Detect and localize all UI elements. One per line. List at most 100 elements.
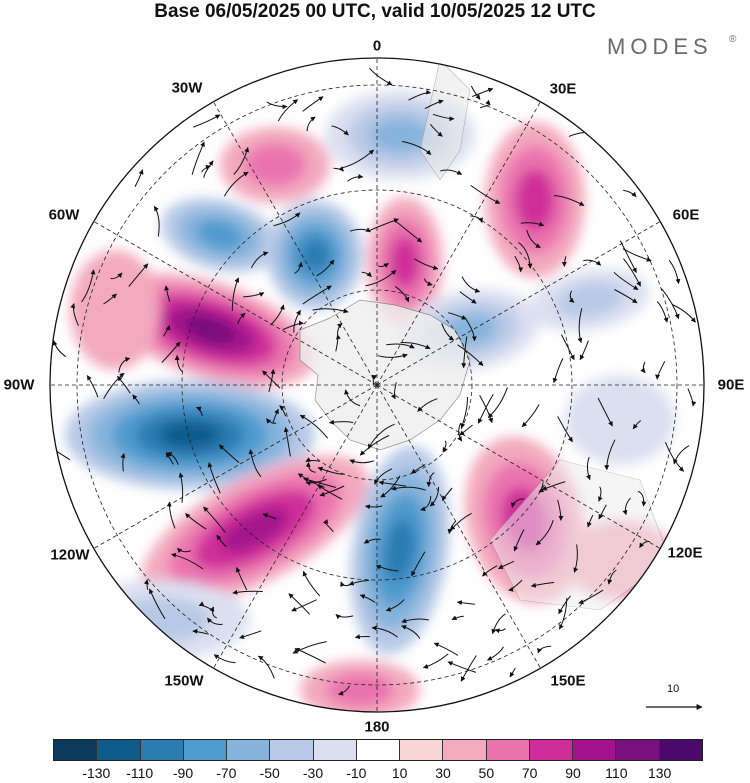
streamline-arrow bbox=[442, 440, 448, 453]
streamline-arrow bbox=[266, 418, 277, 424]
streamline-arrow bbox=[305, 457, 320, 462]
colorbar-tick-label: 90 bbox=[565, 765, 581, 781]
anomaly-cell bbox=[220, 127, 330, 203]
streamline-arrow bbox=[178, 472, 184, 503]
lon-label-120e: 120E bbox=[667, 544, 703, 562]
streamline-arrow bbox=[402, 140, 432, 155]
streamline-arrow bbox=[456, 600, 475, 606]
streamline-arrow bbox=[664, 442, 684, 472]
streamline-arrow bbox=[333, 166, 344, 172]
streamline-arrow bbox=[541, 481, 566, 491]
streamline-arrow bbox=[262, 370, 281, 389]
streamline-arrow bbox=[375, 564, 399, 572]
streamline-arrow bbox=[161, 341, 181, 363]
streamline-arrow bbox=[460, 396, 468, 429]
streamline-arrow bbox=[196, 406, 203, 416]
streamline-arrow bbox=[470, 184, 501, 204]
anomaly-cell bbox=[485, 122, 585, 278]
streamline-arrow bbox=[655, 361, 666, 380]
streamline-arrow bbox=[294, 261, 303, 274]
streamline-arrow bbox=[424, 99, 444, 110]
streamline-arrow bbox=[461, 336, 468, 369]
streamline-arrow bbox=[518, 241, 533, 269]
colorbar-tick-label: -70 bbox=[216, 765, 237, 781]
streamline-arrow bbox=[451, 615, 464, 621]
meridian-line bbox=[376, 384, 661, 549]
streamline-arrow bbox=[291, 599, 317, 612]
streamline-arrow bbox=[162, 325, 171, 337]
streamline-arrow bbox=[597, 397, 613, 427]
lon-label-60e: 60E bbox=[672, 206, 700, 224]
streamline-arrow bbox=[233, 147, 250, 175]
streamline-arrow bbox=[294, 647, 326, 664]
streamline-arrow bbox=[349, 459, 374, 465]
streamline-arrow bbox=[607, 569, 617, 585]
colorbar-swatch bbox=[659, 740, 702, 760]
reference-vector-arrow bbox=[646, 704, 703, 710]
streamline-arrow bbox=[613, 271, 639, 291]
streamline-arrow bbox=[257, 655, 275, 679]
streamline-arrow bbox=[302, 96, 324, 112]
streamline-arrow bbox=[411, 551, 426, 577]
streamline-arrow bbox=[371, 374, 377, 386]
lon-label-30e: 30E bbox=[549, 80, 577, 98]
streamline-arrow bbox=[288, 593, 311, 615]
map-title: Base 06/05/2025 00 UTC, valid 10/05/2025… bbox=[154, 1, 596, 22]
streamline-arrow bbox=[465, 319, 477, 342]
streamline-arrow bbox=[401, 618, 430, 623]
streamline-arrow bbox=[687, 388, 697, 407]
colorbar-tick-label: -30 bbox=[302, 765, 324, 781]
colorbar-tick-label: -50 bbox=[259, 765, 280, 781]
streamline-arrow bbox=[586, 456, 591, 481]
streamline-arrow bbox=[305, 478, 327, 486]
streamline-arrow bbox=[270, 304, 285, 326]
streamline-arrow bbox=[367, 423, 395, 450]
streamline-arrow bbox=[494, 628, 506, 634]
streamline-arrow bbox=[477, 394, 494, 424]
streamline-arrow bbox=[614, 289, 638, 304]
streamline-arrow bbox=[510, 498, 525, 508]
africa-coast bbox=[419, 59, 471, 181]
streamline-arrow bbox=[81, 269, 96, 303]
australia-coast bbox=[489, 459, 671, 611]
streamline-arrow bbox=[338, 685, 351, 696]
streamline-arrow bbox=[266, 101, 288, 110]
streamline-arrow bbox=[460, 655, 477, 682]
lon-label-180: 180 bbox=[364, 718, 390, 736]
streamline-arrow bbox=[303, 477, 337, 488]
streamline-arrow bbox=[103, 293, 117, 305]
antarctica-landmass bbox=[299, 59, 671, 611]
streamline-arrow bbox=[361, 271, 372, 278]
streamline-arrow bbox=[369, 67, 393, 86]
streamline-arrow bbox=[316, 259, 335, 277]
streamline-arrow bbox=[386, 343, 415, 349]
streamline-arrow bbox=[487, 387, 508, 419]
streamline-arrow bbox=[52, 340, 67, 358]
lon-label-150w: 150W bbox=[164, 672, 204, 690]
colorbar bbox=[53, 739, 703, 761]
streamline-arrow bbox=[558, 595, 571, 615]
streamline-arrow bbox=[322, 519, 334, 533]
streamline-arrow bbox=[237, 312, 246, 325]
streamline-arrow bbox=[579, 340, 589, 361]
meridian-line bbox=[213, 101, 378, 386]
lon-label-120w: 120W bbox=[50, 546, 90, 564]
streamline-arrow bbox=[557, 499, 564, 521]
streamline-arrow bbox=[433, 642, 459, 656]
lon-label-0: 0 bbox=[372, 37, 382, 55]
streamline-arrow bbox=[103, 372, 125, 400]
streamline-arrow bbox=[342, 149, 375, 169]
streamline-arrow bbox=[299, 414, 329, 439]
streamline-arrow bbox=[302, 285, 332, 305]
streamline-arrow bbox=[639, 541, 650, 549]
streamline-arrow bbox=[429, 486, 440, 507]
streamline-arrow bbox=[598, 486, 603, 502]
streamline-arrow bbox=[535, 519, 554, 546]
streamline-arrow bbox=[417, 398, 438, 412]
wind-streamlines bbox=[50, 67, 697, 696]
meridian-line bbox=[213, 384, 378, 669]
streamline-arrow bbox=[134, 169, 144, 188]
streamline-arrow bbox=[623, 258, 641, 287]
streamline-arrow bbox=[440, 169, 463, 175]
brand-logo: MODES bbox=[607, 34, 713, 59]
